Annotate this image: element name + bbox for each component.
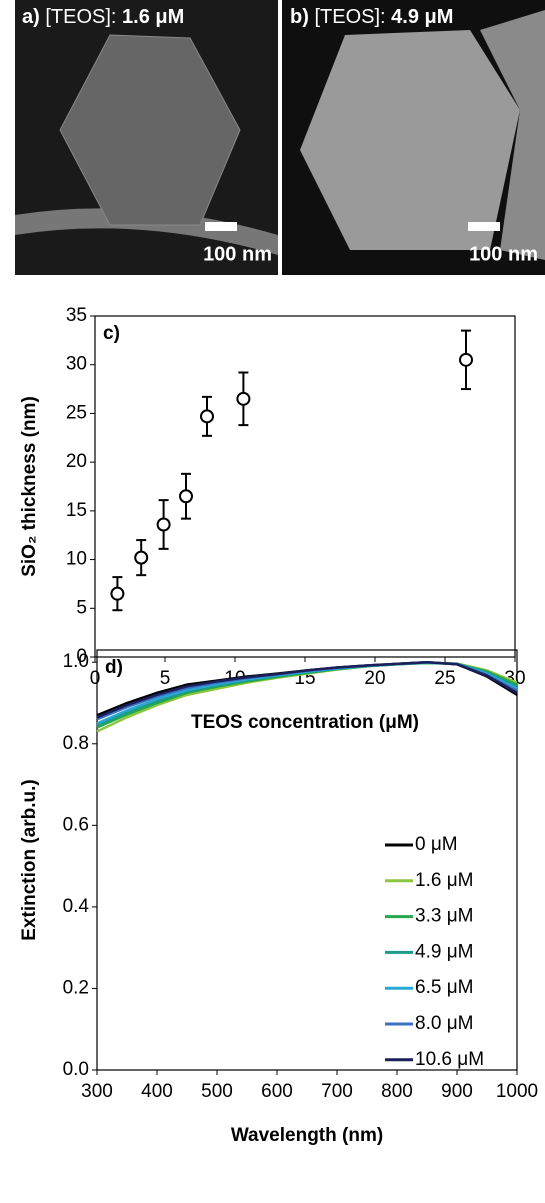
x-tick-label: 20 xyxy=(364,668,385,689)
caption-value: 1.6 μM xyxy=(122,6,184,28)
panel-label: b) xyxy=(290,6,309,28)
x-axis-title: Wavelength (nm) xyxy=(231,1125,383,1146)
scale-bar xyxy=(205,222,237,231)
y-axis-title: SiO₂ thickness (nm) xyxy=(19,396,40,577)
y-tick-label: 0 xyxy=(76,646,87,667)
x-tick-label: 1000 xyxy=(496,1081,538,1102)
legend-label: 0 μM xyxy=(415,834,458,855)
panel-label: a) xyxy=(22,6,40,28)
legend-label: 1.6 μM xyxy=(415,870,473,891)
y-axis-title: Extinction (arb.u.) xyxy=(19,779,40,941)
plot-frame xyxy=(96,649,518,1071)
y-tick-label: 10 xyxy=(66,549,87,570)
legend-label: 3.3 μM xyxy=(415,906,473,927)
x-tick-label: 300 xyxy=(81,1081,113,1102)
particle xyxy=(480,10,545,260)
data-point xyxy=(459,352,473,367)
caption-value: 4.9 μM xyxy=(391,6,453,28)
x-tick-label: 700 xyxy=(321,1081,353,1102)
particle xyxy=(300,30,520,250)
x-tick-label: 800 xyxy=(381,1081,413,1102)
panel-label: c) xyxy=(103,323,120,344)
x-tick-label: 5 xyxy=(160,668,171,689)
panel-caption: a) [TEOS]: 1.6 μM xyxy=(22,6,184,28)
caption-prefix: [TEOS]: xyxy=(45,6,116,28)
data-point xyxy=(134,550,149,565)
x-tick-label: 400 xyxy=(141,1081,173,1102)
caption-prefix: [TEOS]: xyxy=(314,6,385,28)
y-tick-label: 25 xyxy=(66,402,87,423)
data-point xyxy=(236,391,251,406)
scale-label: 100 nm xyxy=(469,243,538,265)
legend-label: 6.5 μM xyxy=(415,977,473,998)
plot-frame xyxy=(94,315,516,658)
legend-label: 10.6 μM xyxy=(415,1049,484,1070)
scale-label: 100 nm xyxy=(203,243,272,265)
y-tick-label: 15 xyxy=(66,500,87,521)
y-tick-label: 30 xyxy=(66,354,87,375)
panel-label: d) xyxy=(105,657,123,678)
x-tick-label: 600 xyxy=(261,1081,293,1102)
y-tick-label: 20 xyxy=(66,451,87,472)
data-point xyxy=(200,409,214,424)
data-point xyxy=(179,489,193,504)
series-line xyxy=(96,660,518,719)
x-tick-label: 900 xyxy=(441,1081,473,1102)
data-point xyxy=(110,586,125,601)
y-tick-label: 1.0 xyxy=(63,651,89,672)
y-tick-label: 5 xyxy=(76,597,87,618)
y-tick-label: 0.0 xyxy=(63,1059,89,1080)
x-tick-label: 25 xyxy=(434,668,455,689)
substrate-edge xyxy=(15,208,278,255)
legend-label: 8.0 μM xyxy=(415,1013,473,1034)
y-tick-label: 0.6 xyxy=(63,814,89,835)
scale-bar xyxy=(468,222,500,231)
x-tick-label: 500 xyxy=(201,1081,233,1102)
y-tick-label: 0.8 xyxy=(63,733,89,754)
x-axis-title: TEOS concentration (μM) xyxy=(191,712,419,733)
y-tick-label: 0.4 xyxy=(63,896,90,917)
y-tick-label: 0.2 xyxy=(63,977,89,998)
y-tick-label: 35 xyxy=(66,305,87,326)
legend-label: 4.9 μM xyxy=(415,941,473,962)
panel-caption: b) [TEOS]: 4.9 μM xyxy=(290,6,453,28)
particle xyxy=(59,34,241,226)
x-tick-label: 0 xyxy=(90,668,101,689)
data-point xyxy=(156,517,171,532)
